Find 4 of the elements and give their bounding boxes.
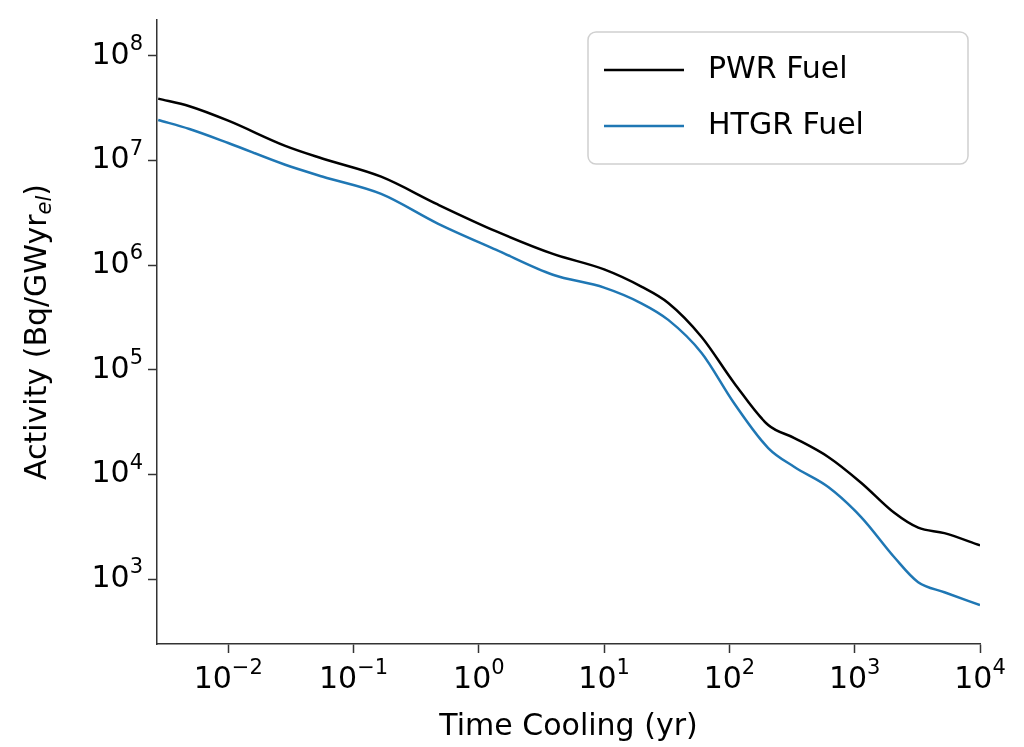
legend-label: HTGR Fuel [708,105,864,141]
y-axis-title: Activity (Bq/GWyrel) [17,183,56,481]
x-axis-title: Time Cooling (yr) [438,706,698,742]
legend-label: PWR Fuel [708,49,848,85]
